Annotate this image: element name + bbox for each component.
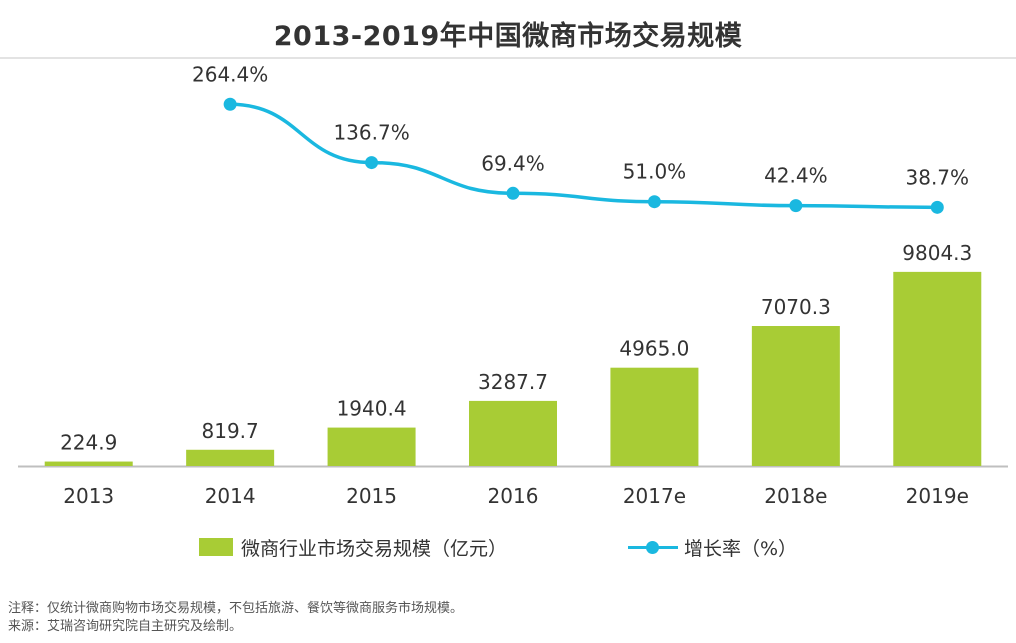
bar-2019e bbox=[893, 271, 982, 466]
x-tick-label-2013: 2013 bbox=[63, 484, 114, 508]
bar-2013 bbox=[44, 461, 133, 466]
title-divider bbox=[0, 57, 1016, 59]
growth-point-2015 bbox=[365, 156, 379, 170]
growth-point-2018e bbox=[789, 199, 803, 213]
growth-point-2017e bbox=[647, 195, 661, 209]
legend-item-bar: 微商行业市场交易规模（亿元） bbox=[199, 534, 507, 560]
x-tick-label-2016: 2016 bbox=[488, 484, 539, 508]
x-tick-label-2018e: 2018e bbox=[764, 484, 827, 508]
bar-2015 bbox=[327, 427, 416, 466]
growth-point-2016 bbox=[506, 186, 520, 200]
x-tick-label-2019e: 2019e bbox=[906, 484, 969, 508]
growth-value-label-2017e: 51.0% bbox=[623, 160, 687, 184]
growth-value-label-2015: 136.7% bbox=[333, 121, 409, 145]
growth-value-label-2014: 264.4% bbox=[192, 62, 268, 86]
legend-item-line: 增长率（%） bbox=[628, 534, 797, 560]
bar-value-label-2016: 3287.7 bbox=[478, 370, 548, 394]
bar-value-label-2013: 224.9 bbox=[60, 431, 117, 455]
growth-value-label-2018e: 42.4% bbox=[764, 164, 828, 188]
bar-value-label-2019e: 9804.3 bbox=[902, 241, 972, 265]
bar-2016 bbox=[469, 400, 557, 466]
legend-label-bar: 微商行业市场交易规模（亿元） bbox=[241, 537, 508, 560]
footnote-note: 注释：仅统计微商购物市场交易规模，不包括旅游、餐饮等微商服务市场规模。 bbox=[8, 601, 464, 616]
legend-swatch-bar bbox=[199, 538, 233, 556]
x-tick-label-2015: 2015 bbox=[346, 484, 397, 508]
x-tick-label-2017e: 2017e bbox=[623, 484, 686, 508]
bar-2018e bbox=[751, 326, 840, 466]
bar-value-label-2015: 1940.4 bbox=[337, 397, 407, 421]
growth-point-2014 bbox=[223, 97, 237, 111]
bar-value-label-2017e: 4965.0 bbox=[619, 337, 689, 361]
growth-point-2019e bbox=[930, 200, 944, 214]
bar-2014 bbox=[186, 449, 275, 466]
x-tick-label-2014: 2014 bbox=[205, 484, 256, 508]
bar-value-label-2014: 819.7 bbox=[202, 419, 259, 443]
bar-2017e bbox=[610, 367, 699, 466]
legend-swatch-line bbox=[628, 538, 678, 556]
chart-title: 2013-2019年中国微商市场交易规模 bbox=[273, 21, 743, 52]
footnote-source: 来源：艾瑞咨询研究院自主研究及绘制。 bbox=[8, 619, 243, 634]
growth-value-label-2019e: 38.7% bbox=[906, 165, 970, 189]
growth-value-label-2016: 69.4% bbox=[481, 151, 545, 175]
legend-label-line: 增长率（%） bbox=[684, 537, 798, 560]
bar-value-label-2018e: 7070.3 bbox=[761, 295, 831, 319]
